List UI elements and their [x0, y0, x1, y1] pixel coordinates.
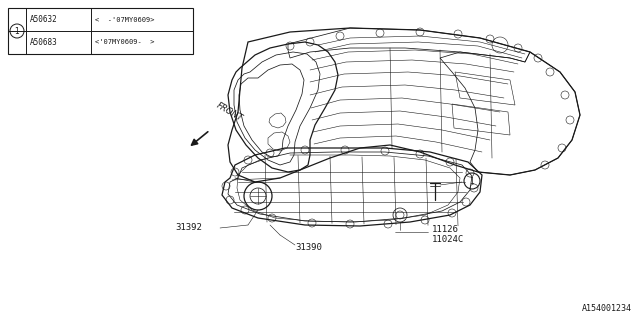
- Text: FRONT: FRONT: [215, 101, 244, 123]
- Text: A154001234: A154001234: [582, 304, 632, 313]
- Text: 11126: 11126: [432, 225, 459, 234]
- Text: A50632: A50632: [30, 15, 58, 24]
- Text: 1: 1: [470, 177, 474, 186]
- Text: <  -'07MY0609>: < -'07MY0609>: [95, 17, 154, 22]
- Text: 31392: 31392: [175, 223, 202, 233]
- Text: A50683: A50683: [30, 38, 58, 47]
- Text: 11024C: 11024C: [432, 236, 464, 244]
- Text: 31390: 31390: [295, 244, 322, 252]
- Text: 1: 1: [15, 27, 19, 36]
- Text: <'07MY0609-  >: <'07MY0609- >: [95, 39, 154, 45]
